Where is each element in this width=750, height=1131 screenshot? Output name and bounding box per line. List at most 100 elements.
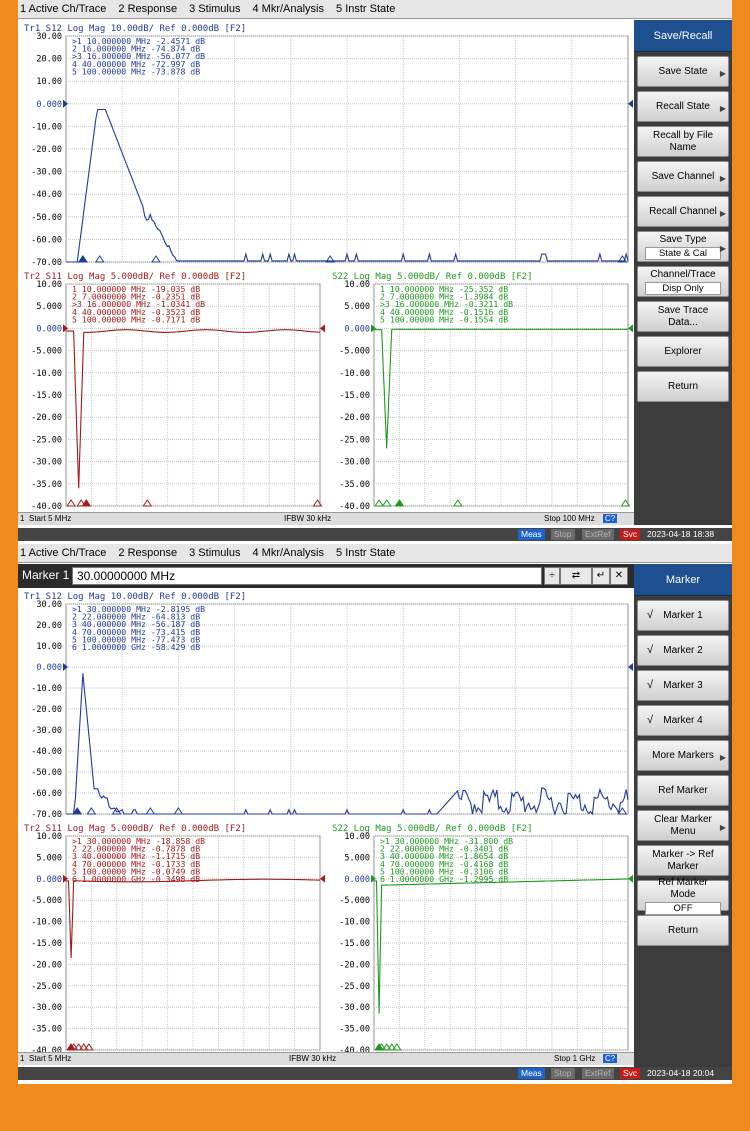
menu-active-ch-trace[interactable]: 1 Active Ch/Trace xyxy=(20,547,107,559)
menu-stimulus[interactable]: 3 Stimulus xyxy=(189,3,241,15)
trace-display-area: Tr1 S12 Log Mag 10.00dB/ Ref 0.000dB [F2… xyxy=(18,588,634,1067)
softkey-label: Return xyxy=(667,924,698,936)
menu-instr-state[interactable]: 5 Instr State xyxy=(336,547,396,559)
softkey-ref-marker[interactable]: Ref Marker xyxy=(637,775,729,806)
timestamp: 2023-04-18 20:04 xyxy=(647,1068,715,1078)
menu-mkr-analysis[interactable]: 4 Mkr/Analysis xyxy=(252,547,325,559)
softkey-value: Disp Only xyxy=(645,281,721,295)
start-frequency[interactable]: Start 5 MHz xyxy=(29,1054,72,1063)
arrows-icon[interactable]: ⇄ xyxy=(560,567,592,585)
ref-level-arrow-left xyxy=(63,99,68,108)
softkey-ref-marker-mode[interactable]: Ref Marker Mode OFF xyxy=(637,877,729,915)
y-tick-label: 0.000 xyxy=(36,663,62,673)
svc-tag: Svc xyxy=(620,529,641,540)
spin-icon[interactable]: ÷ xyxy=(544,567,560,585)
menu-mkr-analysis[interactable]: 4 Mkr/Analysis xyxy=(252,3,325,15)
softkey-recall-state[interactable]: Recall State ▶ xyxy=(637,91,729,122)
trace-header: Tr1 S12 Log Mag 10.00dB/ Ref 0.000dB [F2… xyxy=(24,24,246,34)
menu-response[interactable]: 2 Response xyxy=(118,547,178,559)
softkey-recall-channel[interactable]: Recall Channel ▶ xyxy=(637,196,729,227)
softkey-marker-2[interactable]: √ Marker 2 xyxy=(637,635,729,666)
y-tick-label: 0.000 xyxy=(36,324,62,334)
softkey-label: Marker 3 xyxy=(663,679,703,691)
y-tick-label: -20.00 xyxy=(31,145,62,155)
y-tick-label: -15.00 xyxy=(339,939,370,949)
softkey-label: Save Channel xyxy=(651,170,715,182)
softkey-save-channel[interactable]: Save Channel ▶ xyxy=(637,161,729,192)
marker-triangle xyxy=(73,1043,84,1051)
marker-readout: 2 7.0000000 MHz -0.2351 dB xyxy=(72,292,200,302)
y-tick-label: 10.00 xyxy=(36,642,62,652)
softkey-label: More Markers xyxy=(652,749,714,761)
marker-triangle xyxy=(68,1043,79,1051)
softkey-return[interactable]: Return xyxy=(637,915,729,946)
y-tick-label: -15.00 xyxy=(339,391,370,401)
trace-display-svg: Tr1 S12 Log Mag 10.00dB/ Ref 0.000dB [F2… xyxy=(24,24,633,512)
cal-indicator: C? xyxy=(603,1054,618,1063)
marker-triangle xyxy=(381,499,392,507)
softkey-clear-marker-menu[interactable]: Clear Marker Menu ▶ xyxy=(637,810,729,841)
softkey-marker-ref-marker[interactable]: Marker -> Ref Marker xyxy=(637,845,729,876)
marker-readout: 2 7.0000000 MHz -1.3984 dB xyxy=(380,292,508,302)
y-tick-label: -30.00 xyxy=(31,168,62,178)
softkey-recall-by-file-name[interactable]: Recall by File Name xyxy=(637,126,729,157)
marker-readout: 2 22.000000 MHz -64.813 dB xyxy=(72,612,200,622)
marker-triangle xyxy=(94,255,105,263)
enter-icon[interactable]: ↵ xyxy=(592,567,610,585)
softkey-marker-4[interactable]: √ Marker 4 xyxy=(637,705,729,736)
check-icon: √ xyxy=(647,679,654,691)
stop-frequency[interactable]: Stop 1 GHz xyxy=(554,1054,596,1063)
softkey-marker-3[interactable]: √ Marker 3 xyxy=(637,670,729,701)
marker-readout: 1 10.000000 MHz -25.352 dB xyxy=(380,284,508,294)
marker-triangle xyxy=(391,1043,402,1051)
softkey-save-state[interactable]: Save State ▶ xyxy=(637,56,729,87)
ref-level-arrow-right xyxy=(320,874,325,883)
marker-readout: 6 1.0000000 GHz -58.429 dB xyxy=(72,642,200,652)
y-tick-label: -30.00 xyxy=(31,726,62,736)
softkey-channel-trace[interactable]: Channel/Trace Disp Only xyxy=(637,266,729,297)
marker-triangle xyxy=(111,807,122,815)
close-icon[interactable]: ✕ xyxy=(610,567,628,585)
menu-active-ch-trace[interactable]: 1 Active Ch/Trace xyxy=(20,3,107,15)
start-frequency[interactable]: Start 5 MHz xyxy=(29,514,72,523)
extref-tag: ExtRef xyxy=(582,1068,614,1079)
menu-instr-state[interactable]: 5 Instr State xyxy=(336,3,396,15)
y-tick-label: 10.00 xyxy=(344,832,370,842)
marker-triangle xyxy=(145,807,156,815)
marker-readout: 4 40.000000 MHz -0.1516 dB xyxy=(380,307,508,317)
softkey-return[interactable]: Return xyxy=(637,371,729,402)
y-tick-label: 5.000 xyxy=(344,302,370,312)
softkey-label: Marker -> Ref Marker xyxy=(652,848,714,872)
softkey-save-type[interactable]: Save Type State & Cal ▶ xyxy=(637,231,729,262)
y-tick-label: -60.00 xyxy=(31,235,62,245)
y-tick-label: 10.00 xyxy=(36,77,62,87)
y-tick-label: -10.00 xyxy=(31,918,62,928)
ifbw-label[interactable]: IFBW 30 kHz xyxy=(284,514,332,523)
ref-level-arrow-left xyxy=(371,874,376,883)
softkey-marker-1[interactable]: √ Marker 1 xyxy=(637,600,729,631)
softkey-label: Clear Marker Menu xyxy=(654,813,712,837)
softkey-label: Marker 2 xyxy=(663,644,703,656)
marker-triangle xyxy=(150,255,161,263)
sweep-status-bar: 1 Start 5 MHz IFBW 30 kHz Stop 100 MHz C… xyxy=(18,512,634,525)
marker-triangle xyxy=(386,1043,397,1051)
ifbw-label[interactable]: IFBW 30 kHz xyxy=(289,1054,337,1063)
trace-header: Tr2 S11 Log Mag 5.000dB/ Ref 0.000dB [F2… xyxy=(24,272,246,282)
ref-level-arrow-right xyxy=(628,99,633,108)
marker-readout: 6 1.0000000 GHz -0.3498 dB xyxy=(72,874,200,884)
instrument-status-bar: Meas Stop ExtRef Svc 2023-04-18 18:38 xyxy=(18,528,732,541)
marker-readout: 2 22.000000 MHz -0.7878 dB xyxy=(72,844,200,854)
y-tick-label: -30.00 xyxy=(31,1003,62,1013)
menu-stimulus[interactable]: 3 Stimulus xyxy=(189,547,241,559)
softkey-more-markers[interactable]: More Markers ▶ xyxy=(637,740,729,771)
stop-frequency[interactable]: Stop 100 MHz xyxy=(544,514,595,523)
marker-frequency-input[interactable] xyxy=(72,567,542,585)
marker-readout: 4 70.000000 MHz -73.415 dB xyxy=(72,627,200,637)
chevron-right-icon: ▶ xyxy=(719,209,726,218)
y-tick-label: -10.00 xyxy=(31,369,62,379)
softkey-explorer[interactable]: Explorer xyxy=(637,336,729,367)
marker-triangle xyxy=(76,499,87,507)
menu-response[interactable]: 2 Response xyxy=(118,3,178,15)
measurement-trace xyxy=(66,108,629,263)
softkey-save-trace-data[interactable]: Save Trace Data... xyxy=(637,301,729,332)
